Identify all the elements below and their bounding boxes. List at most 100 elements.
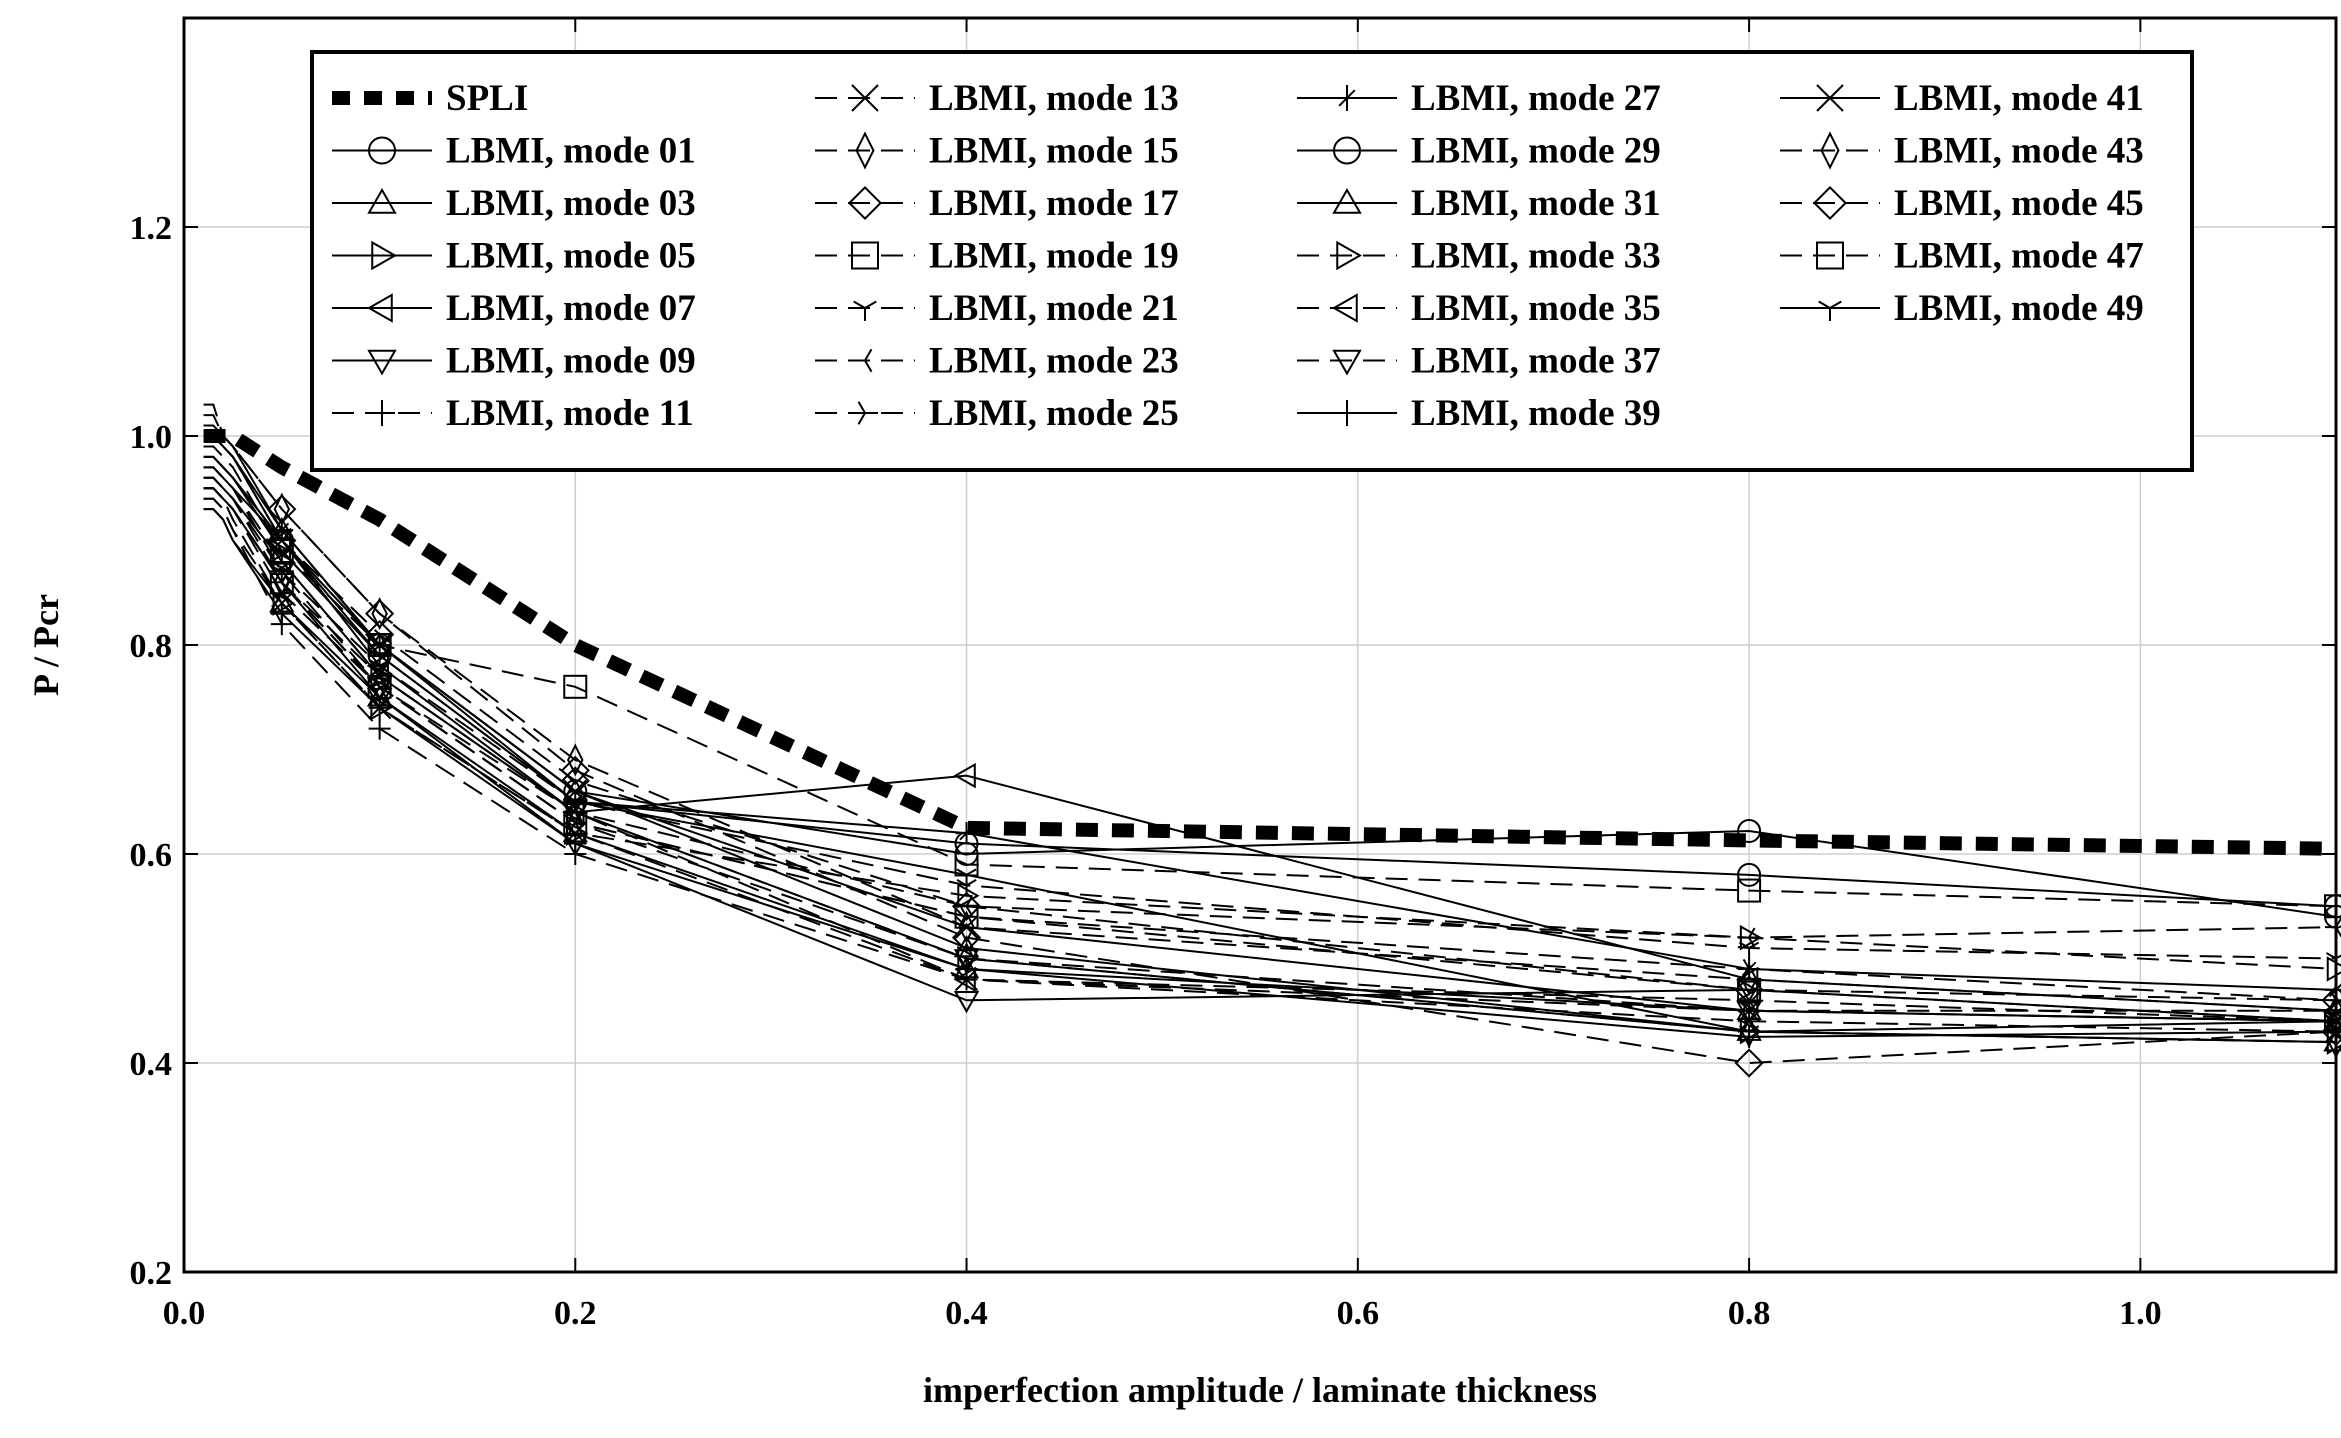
- legend-item: LBMI, mode 43: [1780, 131, 2144, 172]
- legend-marker: [1332, 187, 1362, 214]
- legend-item: LBMI, mode 03: [332, 183, 696, 224]
- legend-marker: [853, 300, 877, 321]
- y-tick-label: 1.0: [130, 419, 173, 456]
- data-point: [368, 717, 391, 740]
- legend-label: LBMI, mode 09: [446, 341, 696, 382]
- data-point: [958, 941, 975, 976]
- ticks: 0.0 0.2 0.4 0.6 0.8 1.00.20.40.60.81.01.2: [130, 18, 2336, 1332]
- legend-label: LBMI, mode 17: [929, 183, 1179, 224]
- legend-marker: [847, 185, 883, 221]
- legend-item: LBMI, mode 37: [1297, 341, 1661, 382]
- legend-marker: [851, 84, 879, 112]
- y-axis-title: P / Pcr: [26, 594, 66, 696]
- legend-item: LBMI, mode 39: [1297, 393, 1661, 434]
- legend-label: LBMI, mode 31: [1411, 183, 1661, 224]
- data-point: [953, 991, 980, 1014]
- data-point: [1737, 999, 1761, 1023]
- legend-label: LBMI, mode 35: [1411, 288, 1661, 329]
- data-point: [951, 922, 982, 953]
- legend-marker: [1816, 84, 1844, 112]
- data-point: [268, 548, 292, 575]
- legend-label: LBMI, mode 25: [929, 393, 1179, 434]
- data-point: [1737, 977, 1762, 1002]
- data-point: [270, 602, 293, 625]
- series-spli: [203, 429, 2337, 856]
- legend-label: LBMI, mode 47: [1894, 236, 2144, 277]
- series-line: [203, 429, 2337, 856]
- data-point: [563, 674, 588, 699]
- legend-item: LBMI, mode 01: [332, 131, 696, 172]
- legend-item: LBMI, mode 27: [1297, 78, 1661, 119]
- legend-marker: [1332, 349, 1362, 376]
- legend-marker: [367, 187, 397, 214]
- data-point: [956, 878, 977, 897]
- data-point: [560, 755, 590, 786]
- legend-marker: [1816, 241, 1844, 270]
- series-lbmi-33: [203, 497, 2341, 982]
- x-tick-label: 1.0: [2119, 1295, 2162, 1332]
- series-line: [203, 508, 2337, 1038]
- legend-label: LBMI, mode 29: [1411, 131, 1661, 172]
- legend-item: LBMI, mode 19: [815, 236, 1179, 277]
- data-point: [371, 670, 388, 704]
- legend-item: LBMI, mode 41: [1780, 78, 2144, 119]
- data-point: [562, 778, 588, 801]
- data-point: [956, 868, 977, 886]
- legend-marker: [371, 240, 398, 271]
- legend-label: LBMI, mode 11: [446, 393, 694, 434]
- data-point: [954, 831, 979, 856]
- data-point: [565, 795, 586, 813]
- legend-label: LBMI, mode 23: [929, 341, 1179, 382]
- legend-item: LBMI, mode 09: [332, 341, 696, 382]
- legend-item: LBMI, mode 21: [815, 288, 1179, 329]
- data-point: [567, 743, 584, 777]
- data-point: [1738, 957, 1761, 980]
- data-point: [365, 599, 395, 629]
- data-point: [1737, 819, 1762, 844]
- data-point: [273, 565, 291, 599]
- legend-label: LBMI, mode 43: [1894, 131, 2144, 172]
- legend-label: LBMI, mode 05: [446, 236, 696, 277]
- data-point: [269, 570, 294, 595]
- legend-item: LBMI, mode 35: [1297, 288, 1661, 329]
- legend-label: LBMI, mode 19: [929, 236, 1179, 277]
- x-tick-label: 0.4: [945, 1295, 988, 1332]
- legend-marker: [1333, 136, 1361, 165]
- legend-label: LBMI, mode 49: [1894, 288, 2144, 329]
- y-tick-label: 0.6: [130, 837, 173, 874]
- legend-item: SPLI: [332, 78, 528, 119]
- series-line: [203, 455, 2337, 1033]
- legend-label: LBMI, mode 27: [1411, 78, 1661, 119]
- y-tick-label: 0.4: [130, 1046, 173, 1083]
- x-tick-label: 0.8: [1728, 1295, 1771, 1332]
- data-point: [269, 517, 295, 540]
- legend-marker: [1334, 400, 1360, 426]
- legend-marker: [366, 293, 393, 323]
- legend-label: LBMI, mode 37: [1411, 341, 1661, 382]
- legend-item: LBMI, mode 17: [815, 183, 1179, 224]
- legend-label: LBMI, mode 45: [1894, 183, 2144, 224]
- x-tick-label: 0.2: [554, 1295, 597, 1332]
- legend-item: LBMI, mode 45: [1780, 183, 2144, 224]
- data-point: [1739, 1025, 1760, 1043]
- data-point: [953, 762, 976, 789]
- legend-label: LBMI, mode 13: [929, 78, 1179, 119]
- legend-label: LBMI, mode 07: [446, 288, 696, 329]
- legend-marker: [1812, 185, 1848, 221]
- data-point: [1739, 924, 1763, 951]
- legend-item: LBMI, mode 05: [332, 236, 696, 277]
- legend-marker: [1331, 293, 1358, 323]
- legend-marker: [1818, 300, 1842, 321]
- x-axis-title: imperfection amplitude / laminate thickn…: [923, 1370, 1597, 1410]
- y-tick-label: 0.2: [130, 1255, 173, 1292]
- data-point: [953, 966, 976, 993]
- legend-marker: [1336, 240, 1363, 271]
- data-point: [1734, 1048, 1764, 1078]
- x-tick-label: 0.0: [163, 1295, 206, 1332]
- series-line: [203, 466, 2337, 1023]
- legend: SPLI LBMI, mode 01 LBMI, mode 03 LBMI, mode…: [310, 50, 2194, 472]
- legend-marker: [367, 349, 397, 376]
- series-layer: [203, 403, 2341, 1078]
- x-tick-label: 0.6: [1337, 1295, 1380, 1332]
